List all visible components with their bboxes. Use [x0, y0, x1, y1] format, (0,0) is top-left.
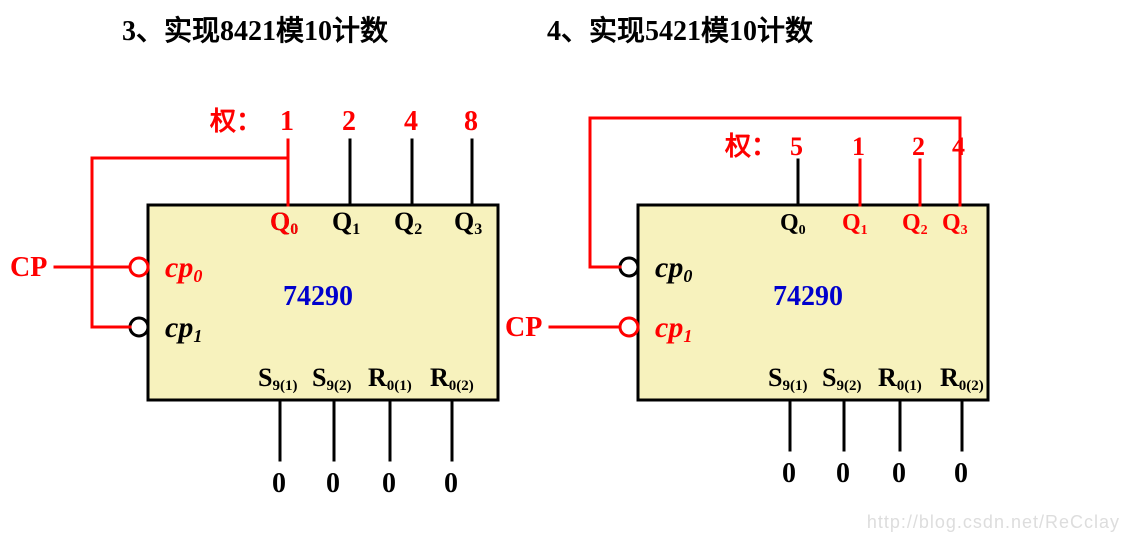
- watermark: http://blog.csdn.net/ReCclay: [867, 512, 1120, 533]
- svg-text:0: 0: [272, 468, 286, 499]
- svg-text:0: 0: [444, 468, 458, 499]
- svg-text:0: 0: [836, 458, 850, 489]
- svg-text:0: 0: [782, 458, 796, 489]
- svg-text:74290: 74290: [283, 281, 353, 312]
- svg-text:3、实现8421模10计数: 3、实现8421模10计数: [122, 14, 389, 47]
- circuit-svg: 3、实现8421模10计数4、实现5421模10计数74290权：1Q02Q14…: [0, 0, 1140, 545]
- diagram-container: { "canvas": { "width": 1140, "height": 5…: [0, 0, 1140, 545]
- svg-text:1: 1: [852, 132, 865, 161]
- svg-text:8: 8: [464, 106, 478, 137]
- svg-text:CP: CP: [505, 312, 542, 343]
- svg-text:CP: CP: [10, 252, 47, 283]
- svg-text:2: 2: [912, 132, 925, 161]
- svg-text:4: 4: [404, 106, 418, 137]
- svg-text:权：: 权：: [724, 132, 777, 161]
- svg-text:4、实现5421模10计数: 4、实现5421模10计数: [547, 14, 814, 47]
- svg-text:2: 2: [342, 106, 356, 137]
- svg-text:0: 0: [326, 468, 340, 499]
- svg-text:0: 0: [382, 468, 396, 499]
- svg-text:1: 1: [280, 106, 294, 137]
- svg-text:0: 0: [954, 458, 968, 489]
- svg-text:74290: 74290: [773, 281, 843, 312]
- svg-text:0: 0: [892, 458, 906, 489]
- svg-text:5: 5: [790, 132, 803, 161]
- svg-text:权：: 权：: [209, 107, 262, 136]
